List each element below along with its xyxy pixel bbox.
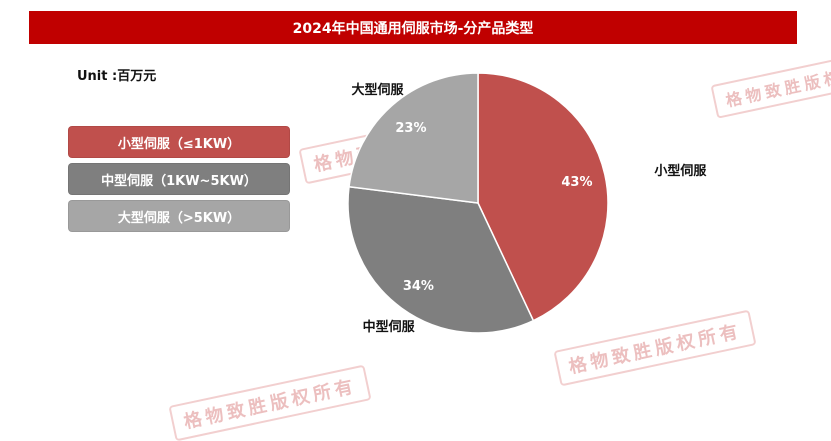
legend-item-small: 小型伺服（≤1KW） bbox=[68, 126, 290, 158]
pie-slice bbox=[348, 72, 479, 204]
legend: 小型伺服（≤1KW） 中型伺服（1KW~5KW） 大型伺服（>5KW） bbox=[68, 126, 290, 237]
pie-slice bbox=[477, 72, 609, 322]
chart-title: 2024年中国通用伺服市场-分产品类型 bbox=[29, 11, 797, 44]
pie-category-label: 小型伺服 bbox=[654, 163, 707, 179]
pie-chart: 43% 小型伺服 34% 中型伺服 23% 大型伺服 bbox=[347, 72, 707, 335]
unit-label: Unit :百万元 bbox=[77, 69, 157, 84]
legend-item-large: 大型伺服（>5KW） bbox=[68, 200, 290, 232]
pie-category-label: 中型伺服 bbox=[363, 319, 416, 335]
pie-value-label: 43% bbox=[561, 175, 592, 190]
pie-category-label: 大型伺服 bbox=[351, 82, 404, 98]
pie-value-label: 23% bbox=[395, 121, 426, 136]
legend-item-medium: 中型伺服（1KW~5KW） bbox=[68, 163, 290, 195]
pie-value-label: 34% bbox=[403, 279, 434, 294]
pie-slice bbox=[347, 185, 535, 334]
